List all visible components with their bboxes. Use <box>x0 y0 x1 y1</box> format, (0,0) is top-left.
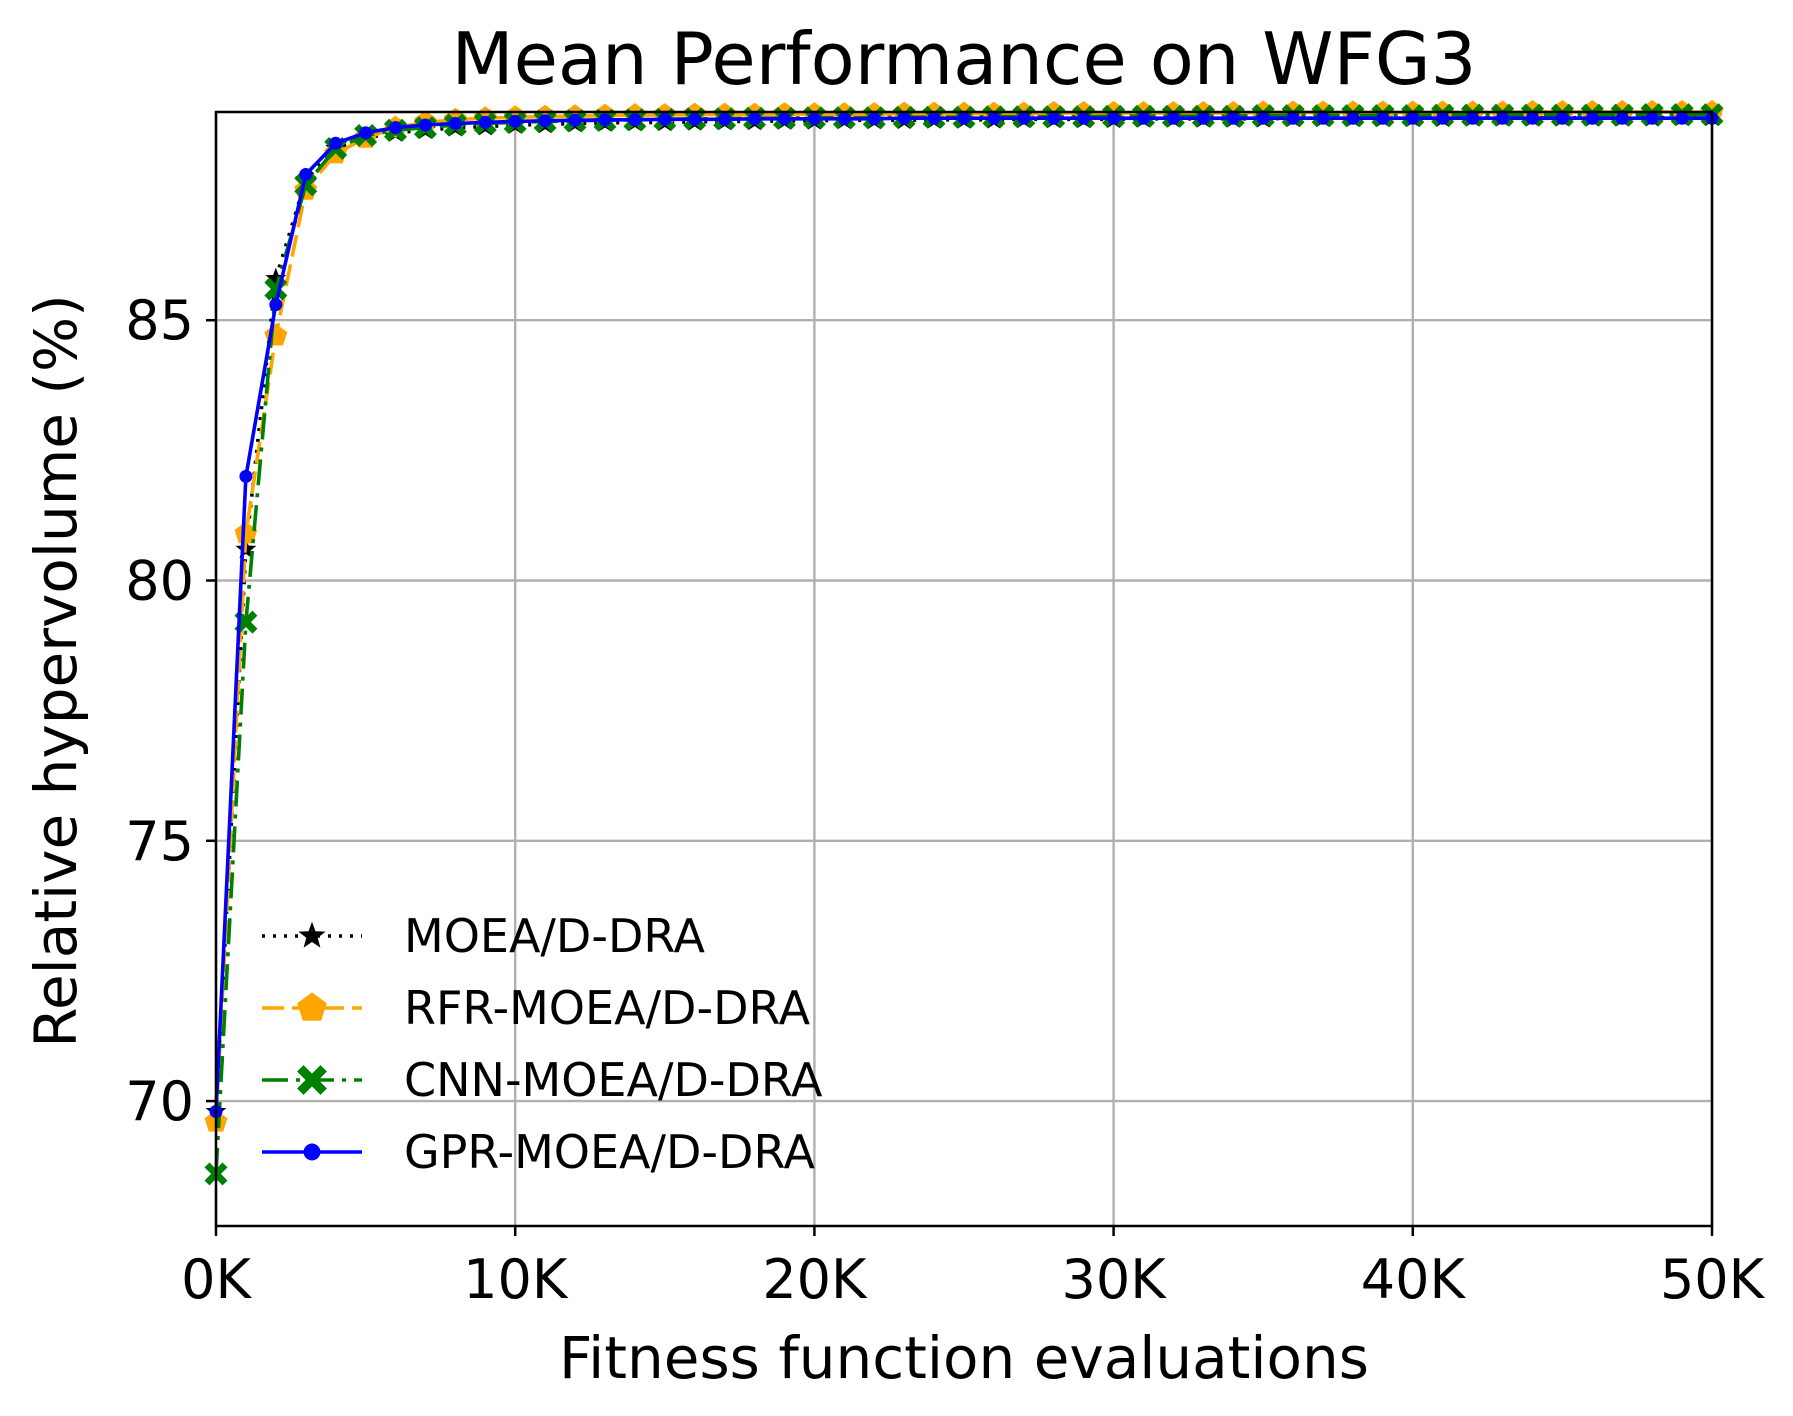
data-point <box>568 113 582 127</box>
data-point <box>1376 111 1390 125</box>
data-point <box>987 111 1001 125</box>
data-point <box>598 113 612 127</box>
data-point <box>239 469 253 483</box>
data-point <box>777 112 791 126</box>
series-3 <box>209 111 1719 1118</box>
data-point <box>807 112 821 126</box>
data-point <box>628 113 642 127</box>
data-point <box>1525 111 1539 125</box>
data-point <box>478 115 492 129</box>
y-axis-label: Relative hypervolume (%) <box>22 294 90 1047</box>
data-point <box>1585 111 1599 125</box>
data-point <box>265 267 287 288</box>
data-point <box>269 298 283 312</box>
chart-title: Mean Performance on WFG3 <box>452 17 1477 101</box>
data-point <box>1316 111 1330 125</box>
y-tick-label: 70 <box>125 1070 194 1133</box>
axes-frame <box>214 110 1714 1228</box>
data-point <box>1466 111 1480 125</box>
data-point <box>1346 111 1360 125</box>
data-point <box>294 173 318 197</box>
data-point <box>1226 111 1240 125</box>
data-point <box>1286 111 1300 125</box>
y-tick-label: 80 <box>125 550 194 613</box>
legend-entry: CNN-MOEA/D-DRA <box>262 1053 823 1107</box>
data-point <box>508 114 522 128</box>
x-axis-label: Fitness function evaluations <box>559 1324 1369 1392</box>
data-point <box>234 521 258 544</box>
legend-marker <box>298 921 326 948</box>
data-point <box>1047 111 1061 125</box>
legend-entry: GPR-MOEA/D-DRA <box>262 1125 816 1179</box>
legend-label: GPR-MOEA/D-DRA <box>404 1125 816 1179</box>
data-point <box>329 136 343 150</box>
data-point <box>1615 111 1629 125</box>
x-tick-label: 50K <box>1660 1248 1766 1311</box>
legend-marker <box>297 992 327 1021</box>
data-point <box>1436 111 1450 125</box>
legend-entry: RFR-MOEA/D-DRA <box>262 981 811 1035</box>
data-point <box>448 116 462 130</box>
legend-entry: MOEA/D-DRA <box>262 909 705 963</box>
data-point <box>658 112 672 126</box>
data-point <box>927 111 941 125</box>
data-point <box>1675 111 1689 125</box>
legend-marker <box>297 1065 327 1095</box>
data-point <box>1496 111 1510 125</box>
data-point <box>1017 111 1031 125</box>
ticks: 0K 10K 20K 30K 40K 50K 70 75 80 85 <box>125 289 1765 1311</box>
data-point <box>538 114 552 128</box>
data-point <box>389 121 403 135</box>
legend-label: RFR-MOEA/D-DRA <box>404 981 811 1035</box>
legend-label: CNN-MOEA/D-DRA <box>404 1053 823 1107</box>
y-tick-label: 85 <box>125 289 194 352</box>
data-point <box>1137 111 1151 125</box>
data-point <box>748 112 762 126</box>
data-point <box>299 167 313 181</box>
data-point <box>1077 111 1091 125</box>
data-point <box>867 112 881 126</box>
legend-marker <box>303 1143 321 1161</box>
data-point <box>1555 111 1569 125</box>
data-point <box>359 126 373 140</box>
data-point <box>1107 111 1121 125</box>
data-point <box>1645 111 1659 125</box>
plot-area <box>204 100 1724 1186</box>
x-tick-label: 0K <box>181 1248 252 1311</box>
legend: MOEA/D-DRA RFR-MOEA/D-DRA CNN-MOEA/D-DRA GP… <box>262 909 823 1179</box>
x-tick-label: 30K <box>1062 1248 1168 1311</box>
x-tick-label: 40K <box>1361 1248 1467 1311</box>
data-point <box>837 112 851 126</box>
data-point <box>897 111 911 125</box>
legend-label: MOEA/D-DRA <box>404 909 705 963</box>
data-point <box>1166 111 1180 125</box>
data-point <box>1196 111 1210 125</box>
data-point <box>1256 111 1270 125</box>
x-tick-label: 10K <box>463 1248 569 1311</box>
data-point <box>418 118 432 132</box>
data-point <box>718 112 732 126</box>
x-tick-label: 20K <box>762 1248 868 1311</box>
data-point <box>957 111 971 125</box>
data-point <box>1406 111 1420 125</box>
y-tick-label: 75 <box>125 810 194 873</box>
data-point <box>688 112 702 126</box>
